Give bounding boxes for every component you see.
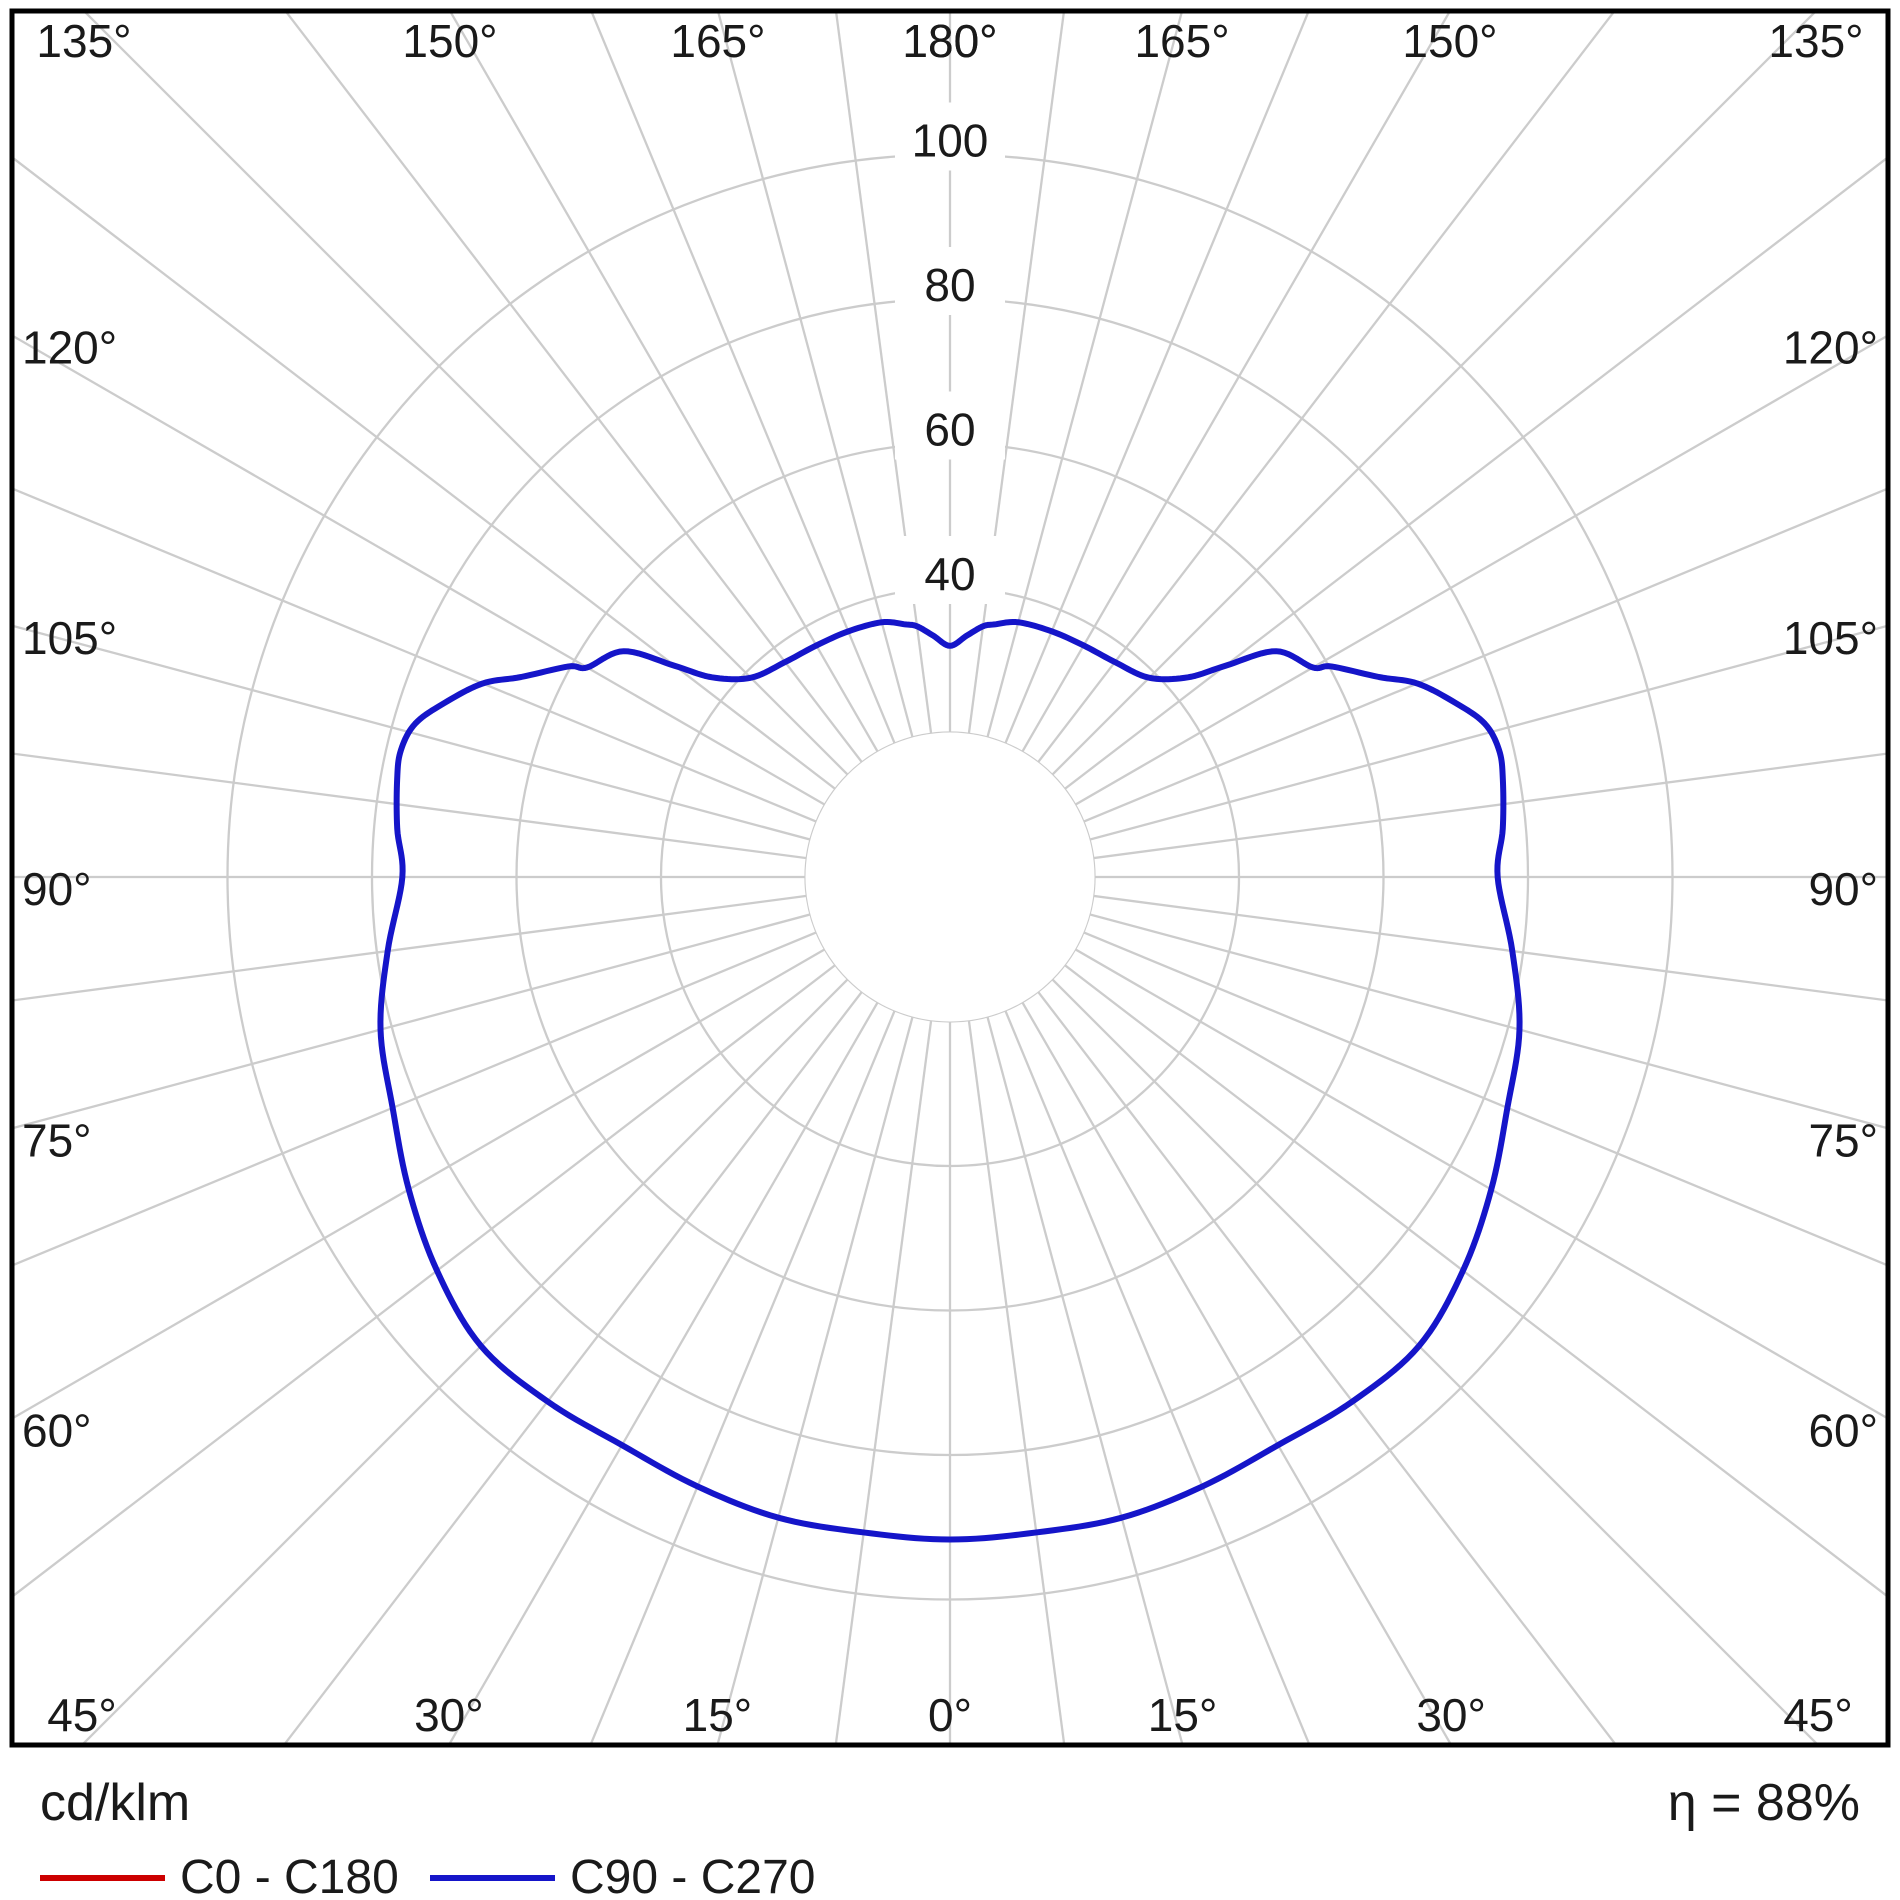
svg-text:15°: 15° [683, 1689, 753, 1741]
svg-text:30°: 30° [414, 1689, 484, 1741]
svg-text:150°: 150° [1402, 15, 1497, 67]
svg-text:C90 - C270: C90 - C270 [570, 1851, 815, 1900]
svg-text:150°: 150° [402, 15, 497, 67]
svg-text:η = 88%: η = 88% [1668, 1774, 1860, 1832]
svg-text:75°: 75° [22, 1114, 92, 1166]
svg-text:135°: 135° [1768, 15, 1863, 67]
svg-text:135°: 135° [36, 15, 131, 67]
svg-text:C0 - C180: C0 - C180 [180, 1851, 399, 1900]
svg-text:120°: 120° [22, 322, 117, 374]
svg-text:105°: 105° [1783, 612, 1878, 664]
svg-text:165°: 165° [670, 15, 765, 67]
svg-text:15°: 15° [1148, 1689, 1218, 1741]
svg-text:120°: 120° [1783, 322, 1878, 374]
svg-text:60°: 60° [1808, 1405, 1878, 1457]
svg-text:30°: 30° [1416, 1689, 1486, 1741]
svg-text:90°: 90° [1808, 863, 1878, 915]
svg-text:90°: 90° [22, 863, 92, 915]
svg-text:0°: 0° [928, 1689, 972, 1741]
svg-text:75°: 75° [1808, 1114, 1878, 1166]
svg-text:80: 80 [924, 259, 975, 311]
svg-text:100: 100 [912, 115, 989, 167]
svg-text:45°: 45° [1783, 1689, 1853, 1741]
svg-text:45°: 45° [47, 1689, 117, 1741]
svg-text:105°: 105° [22, 612, 117, 664]
svg-text:40: 40 [924, 548, 975, 600]
svg-text:60°: 60° [22, 1405, 92, 1457]
svg-text:cd/klm: cd/klm [40, 1774, 190, 1832]
svg-text:180°: 180° [902, 15, 997, 67]
svg-text:60: 60 [924, 404, 975, 456]
svg-text:165°: 165° [1134, 15, 1229, 67]
